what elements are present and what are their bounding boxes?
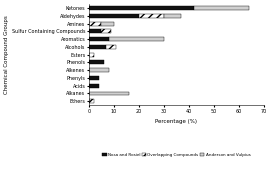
Bar — [101, 29, 111, 33]
Bar — [89, 68, 109, 72]
Bar — [89, 60, 104, 64]
Bar — [89, 6, 194, 10]
Y-axis label: Chemical Compound Groups: Chemical Compound Groups — [4, 15, 9, 94]
Bar — [164, 14, 181, 18]
Bar — [194, 6, 249, 10]
Bar — [89, 92, 129, 95]
X-axis label: Percentage (%): Percentage (%) — [155, 119, 197, 124]
Bar — [89, 14, 139, 18]
Bar — [89, 45, 107, 49]
Bar — [89, 53, 94, 57]
Bar — [101, 22, 114, 25]
Bar — [89, 76, 99, 80]
Bar — [107, 45, 116, 49]
Bar — [89, 99, 94, 103]
Legend: Nosa and Rosiel, Overlapping Compounds, Anderson and Vulpius: Nosa and Rosiel, Overlapping Compounds, … — [101, 151, 252, 159]
Bar — [89, 84, 99, 88]
Bar — [139, 14, 164, 18]
Bar — [89, 29, 101, 33]
Bar — [109, 37, 164, 41]
Bar — [89, 37, 109, 41]
Bar — [89, 22, 101, 25]
